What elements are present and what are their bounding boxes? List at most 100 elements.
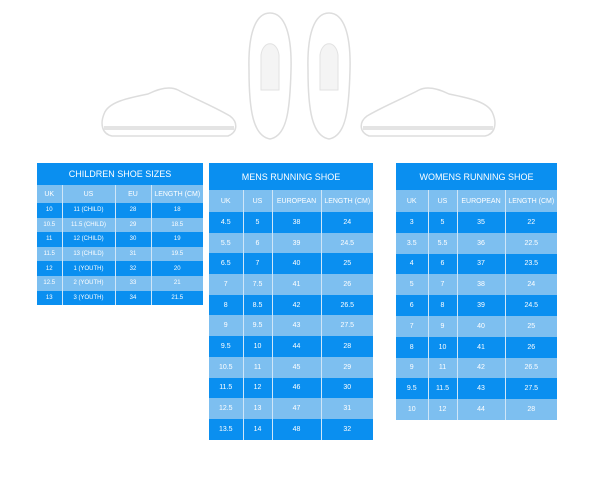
column-header: UK bbox=[220, 197, 231, 205]
table-cell: 7.5 bbox=[242, 274, 272, 295]
table-cell: 29 bbox=[320, 356, 374, 378]
table-cell: 14 bbox=[242, 418, 272, 440]
children-size-table: CHILDREN SHOE SIZES UK US EU LENGTH (CM) 10 11… bbox=[37, 163, 204, 306]
table-cell: 48 bbox=[271, 418, 321, 440]
table-cell: 13 bbox=[45, 294, 53, 301]
table-cell: 11 bbox=[427, 357, 457, 379]
table-cell: 7 bbox=[427, 274, 457, 296]
table-cell: 9 bbox=[427, 315, 457, 337]
table-cell: 11 bbox=[242, 356, 272, 378]
table-row: 5 7 38 24 bbox=[396, 274, 558, 296]
table-row: 7 9 40 25 bbox=[396, 315, 558, 337]
table-cell: 10 bbox=[242, 336, 272, 357]
table-row: 6 8 39 24.5 bbox=[396, 295, 558, 316]
column-header: LENGTH (CM) bbox=[504, 190, 558, 212]
column-header: US bbox=[427, 190, 457, 212]
table-cell: 27.5 bbox=[320, 315, 374, 337]
table-cell: 21.5 bbox=[150, 290, 204, 306]
table-cell: 1 (YOUTH) bbox=[61, 261, 115, 276]
table-row: 12.5 13 47 31 bbox=[209, 398, 374, 419]
table-cell: 18.5 bbox=[150, 217, 204, 233]
table-cell: 21 bbox=[150, 275, 204, 291]
table-cell: 9.5 bbox=[220, 342, 231, 350]
column-header: LENGTH (CM) bbox=[150, 185, 204, 203]
table-cell: 40 bbox=[456, 315, 505, 337]
table-cell: 41 bbox=[271, 274, 321, 295]
table-row: 7 7.5 41 26 bbox=[209, 274, 374, 295]
table-row: 10.5 11.5 (CHILD) 29 18.5 bbox=[37, 217, 204, 233]
table-cell: 3 bbox=[409, 218, 414, 226]
table-cell: 39 bbox=[271, 232, 321, 254]
table-title-row: MENS RUNNING SHOE bbox=[209, 163, 374, 190]
column-header: UK bbox=[406, 197, 417, 205]
table-cell: 11.5 bbox=[427, 378, 457, 400]
table-cell: 13 (CHILD) bbox=[61, 246, 115, 262]
table-cell: 37 bbox=[456, 253, 505, 275]
table-cell: 36 bbox=[456, 232, 505, 254]
table-cell: 8 bbox=[409, 343, 414, 351]
table-cell: 29 bbox=[114, 217, 151, 233]
table-cell: 12 (CHILD) bbox=[61, 232, 115, 247]
table-cell: 11.5 bbox=[43, 251, 55, 258]
table-cell: 8 bbox=[427, 295, 457, 316]
table-cell: 30 bbox=[114, 232, 151, 247]
table-cell: 19.5 bbox=[150, 246, 204, 262]
shoe-side-right-image bbox=[360, 87, 496, 137]
table-cell: 10 bbox=[427, 336, 457, 358]
table-row: 9 9.5 43 27.5 bbox=[209, 315, 374, 337]
table-cell: 24.5 bbox=[504, 295, 558, 316]
shoe-top-right-image bbox=[307, 12, 351, 140]
table-cell: 28 bbox=[114, 203, 151, 218]
table-cell: 28 bbox=[504, 399, 558, 420]
table-row: 8 10 41 26 bbox=[396, 336, 558, 358]
table-cell: 10 bbox=[407, 406, 416, 414]
table-row: 5.5 6 39 24.5 bbox=[209, 232, 374, 254]
table-row: 3.5 5.5 36 22.5 bbox=[396, 232, 558, 254]
column-header: EU bbox=[114, 185, 151, 203]
table-cell: 25 bbox=[320, 253, 374, 275]
table-cell: 8 bbox=[223, 301, 228, 309]
table-row: 13 3 (YOUTH) 34 21.5 bbox=[37, 290, 204, 306]
column-header: EUROPEAN bbox=[271, 190, 321, 212]
table-cell: 23.5 bbox=[504, 253, 558, 275]
table-cell: 5 bbox=[409, 281, 414, 289]
table-cell: 42 bbox=[456, 357, 505, 379]
womens-size-table: WOMENS RUNNING SHOE UK US EUROPEAN LENGTH (C… bbox=[396, 163, 558, 420]
table-cell: 22 bbox=[504, 212, 558, 233]
table-row: 12.5 2 (YOUTH) 33 21 bbox=[37, 275, 204, 291]
shoe-side-left-image bbox=[101, 87, 237, 137]
table-cell: 12.5 bbox=[43, 280, 56, 287]
table-title: WOMENS RUNNING SHOE bbox=[419, 171, 534, 182]
table-cell: 9 bbox=[223, 322, 228, 330]
table-title: MENS RUNNING SHOE bbox=[241, 171, 341, 182]
table-title: CHILDREN SHOE SIZES bbox=[68, 169, 172, 179]
table-cell: 32 bbox=[320, 418, 374, 440]
table-cell: 38 bbox=[456, 274, 505, 296]
table-cell: 7 bbox=[409, 322, 414, 330]
table-cell: 12 bbox=[242, 377, 272, 399]
column-header: EUROPEAN bbox=[456, 190, 505, 212]
table-cell: 26.5 bbox=[504, 357, 558, 379]
table-cell: 40 bbox=[271, 253, 321, 275]
column-header: LENGTH (CM) bbox=[320, 190, 374, 212]
table-cell: 26 bbox=[504, 336, 558, 358]
table-row: 11.5 12 46 30 bbox=[209, 377, 374, 399]
table-row: 12 1 (YOUTH) 32 20 bbox=[37, 261, 204, 276]
table-cell: 7 bbox=[242, 253, 272, 275]
table-cell: 32 bbox=[114, 261, 151, 276]
table-cell: 8.5 bbox=[242, 294, 272, 316]
table-cell: 30 bbox=[320, 377, 374, 399]
table-cell: 12 bbox=[427, 399, 457, 420]
table-cell: 2 (YOUTH) bbox=[61, 275, 115, 291]
table-row: 8 8.5 42 26.5 bbox=[209, 294, 374, 316]
table-row: 11 12 (CHILD) 30 19 bbox=[37, 232, 204, 247]
table-cell: 9 bbox=[409, 364, 414, 372]
table-cell: 11 (CHILD) bbox=[61, 203, 115, 218]
table-cell: 45 bbox=[271, 356, 321, 378]
table-cell: 26.5 bbox=[320, 294, 374, 316]
column-header: US bbox=[61, 185, 115, 203]
table-cell: 24 bbox=[320, 212, 374, 233]
table-cell: 25 bbox=[504, 315, 558, 337]
table-cell: 35 bbox=[456, 212, 505, 233]
table-cell: 9.5 bbox=[242, 315, 272, 337]
